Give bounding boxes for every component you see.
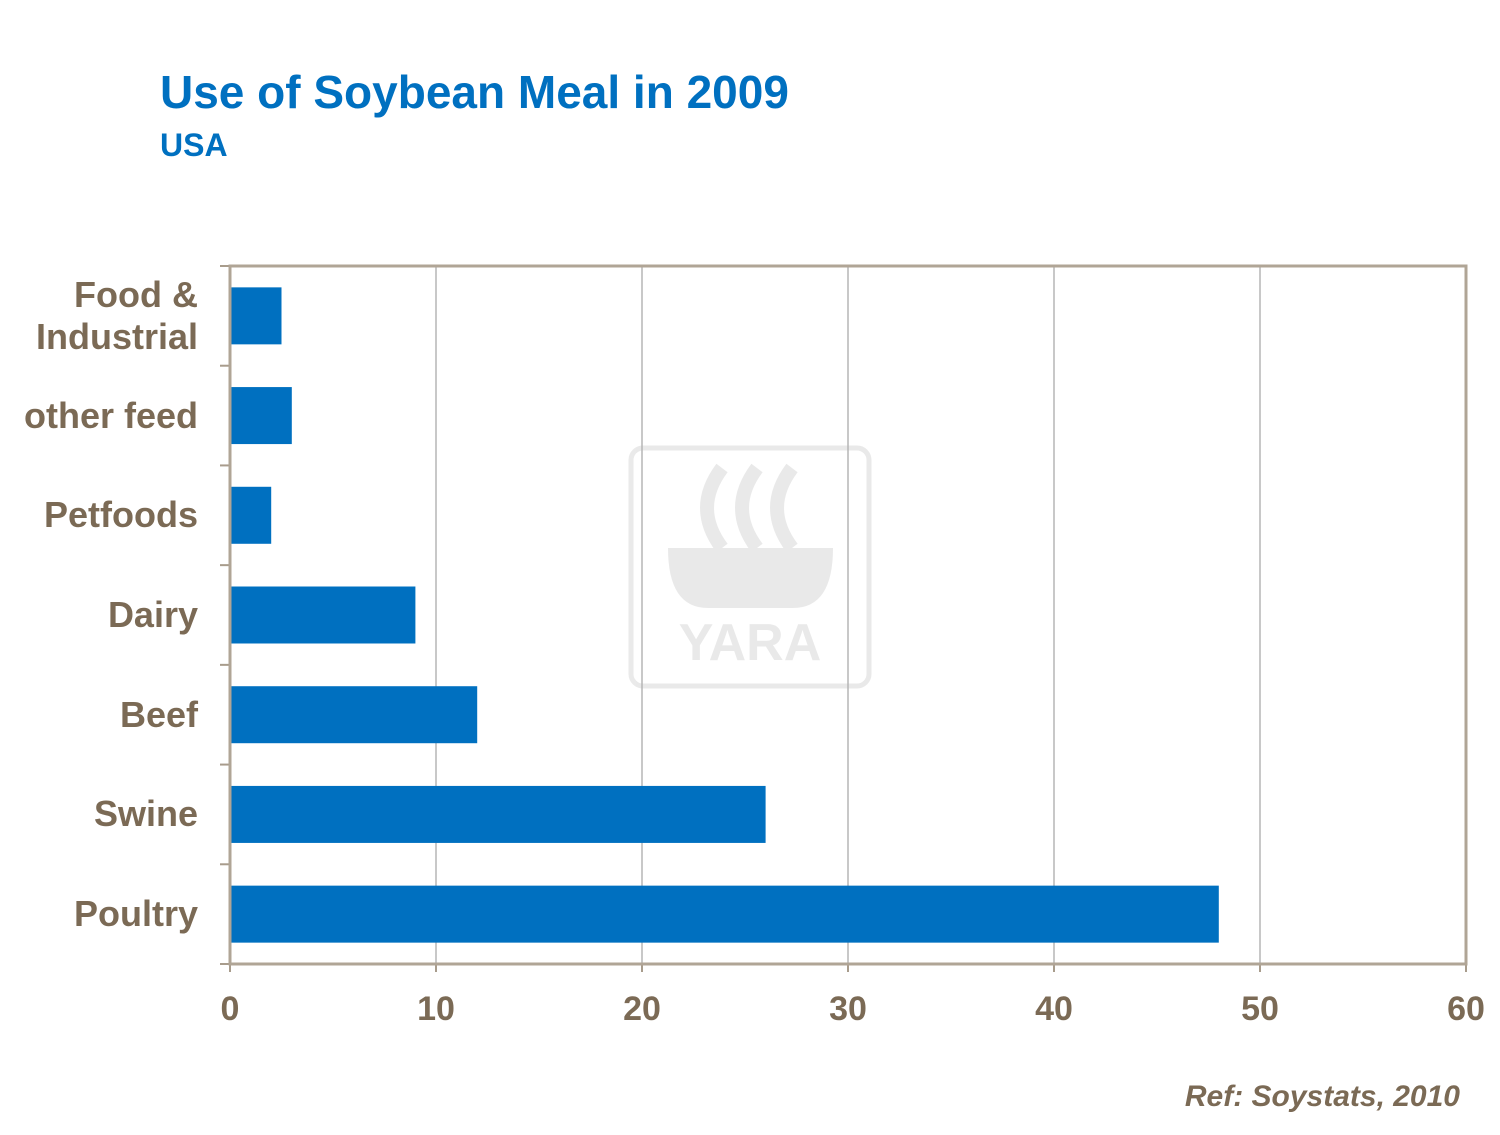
bar — [230, 486, 272, 544]
x-tick-label: 50 — [1241, 990, 1279, 1028]
x-tick-label: 60 — [1447, 990, 1485, 1028]
chart-subtitle: USA — [160, 127, 228, 163]
bar — [230, 885, 1219, 943]
bar — [230, 387, 292, 445]
y-tick-label: other feed — [23, 394, 198, 436]
bar — [230, 686, 478, 744]
x-tick-label: 40 — [1035, 990, 1073, 1028]
x-tick-label: 10 — [417, 990, 455, 1028]
y-tick-label: Poultry — [73, 893, 198, 935]
plot-border — [228, 264, 1468, 966]
x-tick-label: 20 — [623, 990, 661, 1028]
y-tick-label: Dairy — [107, 593, 198, 635]
svg-text:YARA: YARA — [679, 614, 822, 672]
x-tick-label: 30 — [829, 990, 867, 1028]
y-tick-label: Swine — [93, 793, 198, 835]
source-note: Ref: Soystats, 2010 — [1185, 1080, 1460, 1113]
bar — [230, 287, 282, 345]
y-tick-label: Food & Industrial — [35, 273, 198, 357]
chart-title: Use of Soybean Meal in 2009 — [160, 66, 789, 118]
y-tick-label: Petfoods — [43, 494, 198, 536]
watermark: YARA — [628, 445, 872, 689]
bar — [230, 785, 766, 843]
bar — [230, 586, 416, 644]
y-tick-label: Beef — [119, 693, 198, 735]
x-tick-label: 0 — [221, 990, 240, 1028]
